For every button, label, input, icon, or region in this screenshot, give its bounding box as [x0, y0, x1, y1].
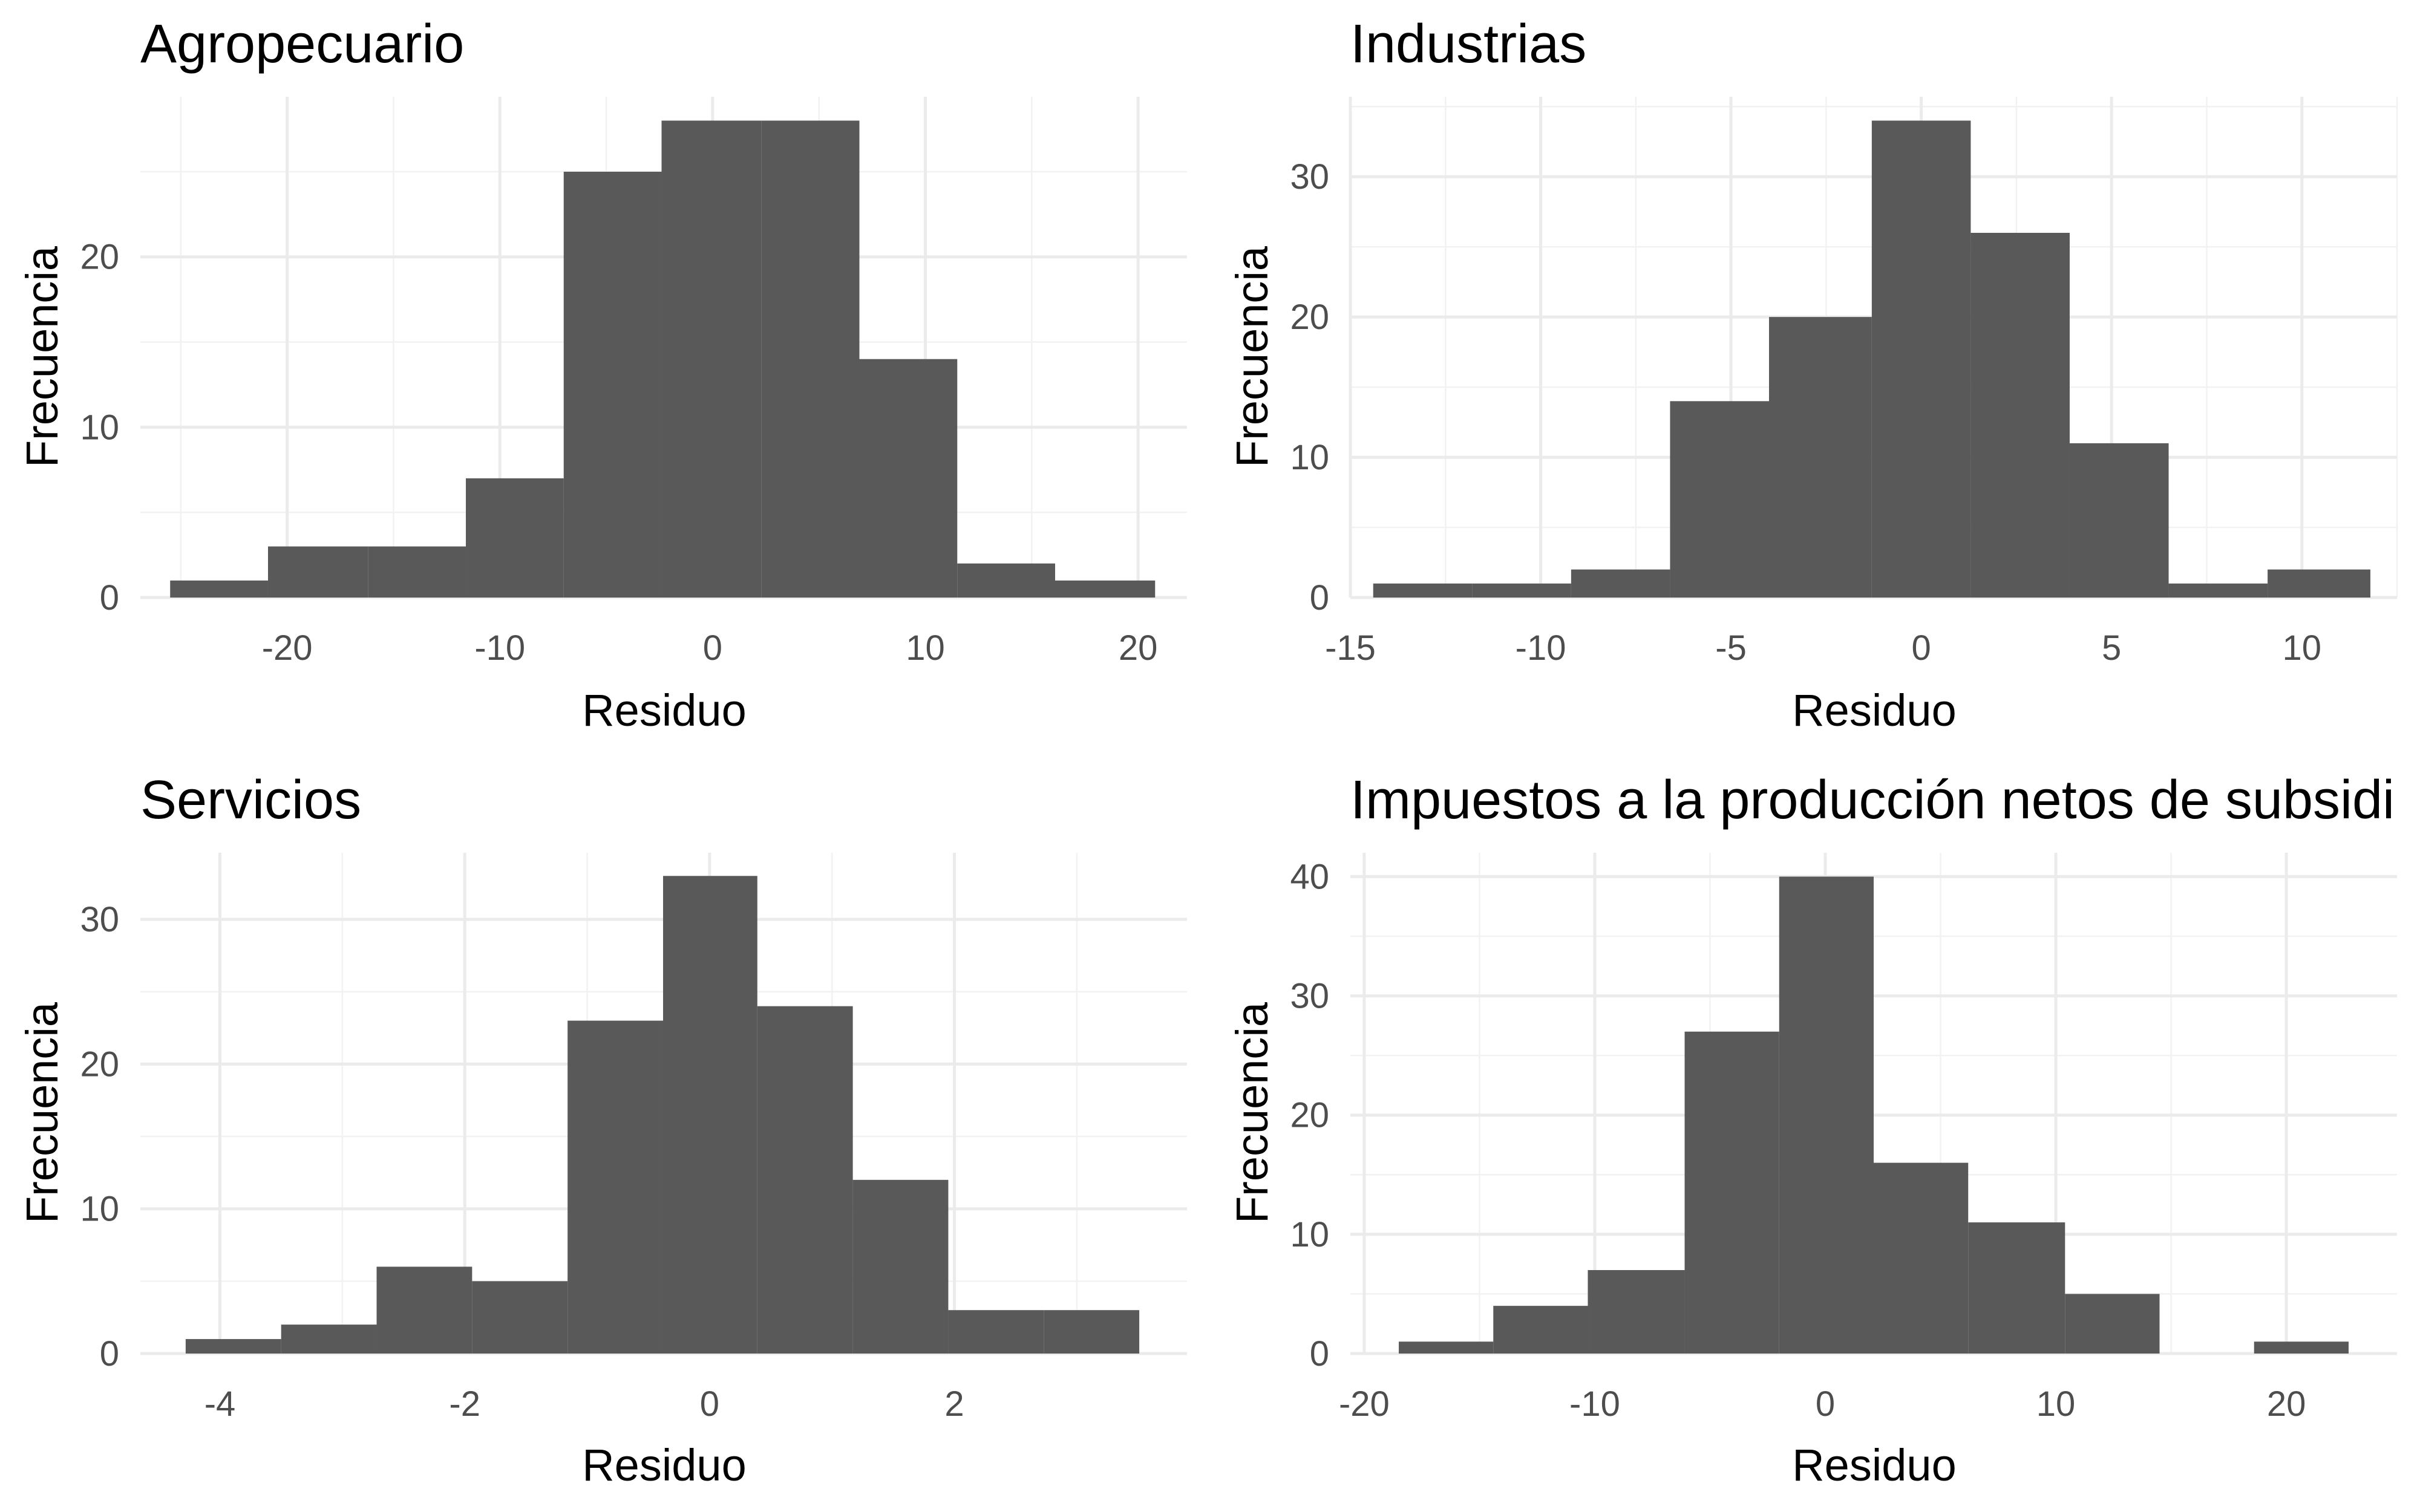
histogram-bar [1779, 876, 1874, 1354]
x-axis-label: Residuo [582, 685, 747, 735]
panel-title: Agropecuario [140, 14, 464, 74]
y-axis-label: Frecuencia [1227, 1002, 1277, 1224]
x-tick-label: 10 [2036, 1384, 2076, 1424]
x-tick-label: -2 [449, 1384, 480, 1424]
panel-title: Impuestos a la producción netos de subsi… [1350, 770, 2395, 830]
plot-area: -15 -10 -5 0 5 10 0 10 20 30 [1290, 97, 2398, 668]
x-tick-label: -10 [1569, 1384, 1620, 1424]
y-tick-label: 10 [1290, 438, 1329, 477]
histogram-bar [170, 580, 268, 598]
x-tick-label: -15 [1325, 628, 1376, 668]
y-tick-label: 30 [80, 900, 119, 939]
y-tick-label: 10 [80, 408, 119, 447]
y-tick-label: 40 [1290, 857, 1329, 896]
x-axis-label: Residuo [582, 1440, 747, 1490]
y-tick-label: 20 [1290, 298, 1329, 337]
y-tick-label: 20 [80, 1044, 119, 1084]
x-tick-label: 0 [700, 1384, 719, 1424]
histogram-bar [465, 478, 564, 598]
y-tick-label: 30 [1290, 977, 1329, 1016]
histogram-bar [662, 876, 757, 1354]
histogram-bar [1968, 1222, 2065, 1354]
histogram-bar [1769, 317, 1872, 598]
histogram-bar [1588, 1270, 1685, 1354]
x-tick-label: -10 [474, 628, 525, 668]
histogram-bar [1373, 583, 1473, 598]
histogram-bar [661, 120, 762, 598]
x-tick-label: 5 [2102, 628, 2121, 668]
x-tick-label: 0 [1912, 628, 1931, 668]
x-tick-label: 10 [906, 628, 945, 668]
histogram-bar [2268, 569, 2370, 598]
x-tick-label: 20 [2267, 1384, 2306, 1424]
y-axis-label: Frecuencia [1227, 246, 1277, 468]
histogram-bar [852, 1179, 949, 1354]
y-axis-label: Frecuencia [17, 246, 67, 468]
histogram-bar [1970, 232, 2070, 598]
x-tick-label: -4 [204, 1384, 236, 1424]
histogram-bar [472, 1281, 568, 1354]
histogram-bar [2069, 443, 2169, 598]
histogram-bar [1044, 1310, 1140, 1354]
x-tick-label: 2 [944, 1384, 964, 1424]
panel-industrias: Industrias Residuo Frecuencia -15 -10 -5 0 5… [1227, 14, 2398, 735]
histogram-bar [1472, 583, 1571, 598]
y-tick-label: 10 [1290, 1215, 1329, 1254]
panel-servicios: Servicios Residuo Frecuencia -4 -2 0 201020… [17, 770, 1187, 1490]
y-axis-label: Frecuencia [17, 1002, 67, 1224]
x-axis-label: Residuo [1792, 1440, 1957, 1490]
histogram-bar [563, 171, 662, 598]
histogram-bar [1684, 1031, 1779, 1354]
y-tick-label: 0 [100, 1334, 119, 1374]
y-tick-label: 0 [100, 578, 119, 618]
histogram-bar [185, 1339, 281, 1354]
histogram-bar [761, 120, 860, 598]
y-tick-label: 20 [80, 238, 119, 277]
histogram-bar [1871, 120, 1971, 598]
histogram-bar [859, 359, 958, 598]
y-tick-label: 20 [1290, 1096, 1329, 1135]
x-tick-label: 20 [1119, 628, 1158, 668]
histogram-bar [368, 546, 466, 598]
histogram-bar [957, 563, 1055, 598]
x-tick-label: 0 [1816, 1384, 1835, 1424]
histogram-bar [2254, 1341, 2349, 1354]
histogram-bar [2065, 1294, 2160, 1354]
x-tick-label: 10 [2282, 628, 2321, 668]
histogram-bar [1399, 1341, 1494, 1354]
y-tick-label: 0 [1310, 578, 1329, 618]
histogram-bar [757, 1006, 853, 1354]
histogram-bar [1493, 1306, 1588, 1354]
plot-area: -20 -10 0 10 20 0 10 20 30 40 [1290, 853, 2397, 1424]
histogram-bar [1874, 1162, 1969, 1354]
y-tick-label: 10 [80, 1190, 119, 1229]
histogram-bar [567, 1020, 663, 1354]
histogram-bar [948, 1310, 1044, 1354]
panel-title: Industrias [1350, 14, 1586, 74]
panel-agropecuario: Agropecuario Residuo Frecuencia -20 -10 0 1… [17, 14, 1187, 735]
panel-impuestos: Impuestos a la producción netos de subsi… [1227, 770, 2397, 1490]
x-tick-label: -20 [1339, 1384, 1390, 1424]
histogram-bar [2168, 583, 2268, 598]
histogram-bar [1055, 580, 1156, 598]
panel-title: Servicios [140, 770, 361, 830]
x-tick-label: -5 [1715, 628, 1747, 668]
x-tick-label: -20 [262, 628, 313, 668]
y-tick-label: 0 [1310, 1334, 1329, 1374]
histogram-bar [267, 546, 368, 598]
histogram-bar [1571, 569, 1670, 598]
x-axis-label: Residuo [1792, 685, 1957, 735]
x-tick-label: 0 [703, 628, 722, 668]
histogram-bar [376, 1266, 473, 1354]
x-tick-label: -10 [1516, 628, 1566, 668]
plot-area: -20 -10 0 10 20 0 10 20 [80, 97, 1187, 668]
y-tick-label: 30 [1290, 157, 1329, 197]
histogram-bar [281, 1325, 377, 1354]
histogram-bar [1670, 401, 1769, 598]
